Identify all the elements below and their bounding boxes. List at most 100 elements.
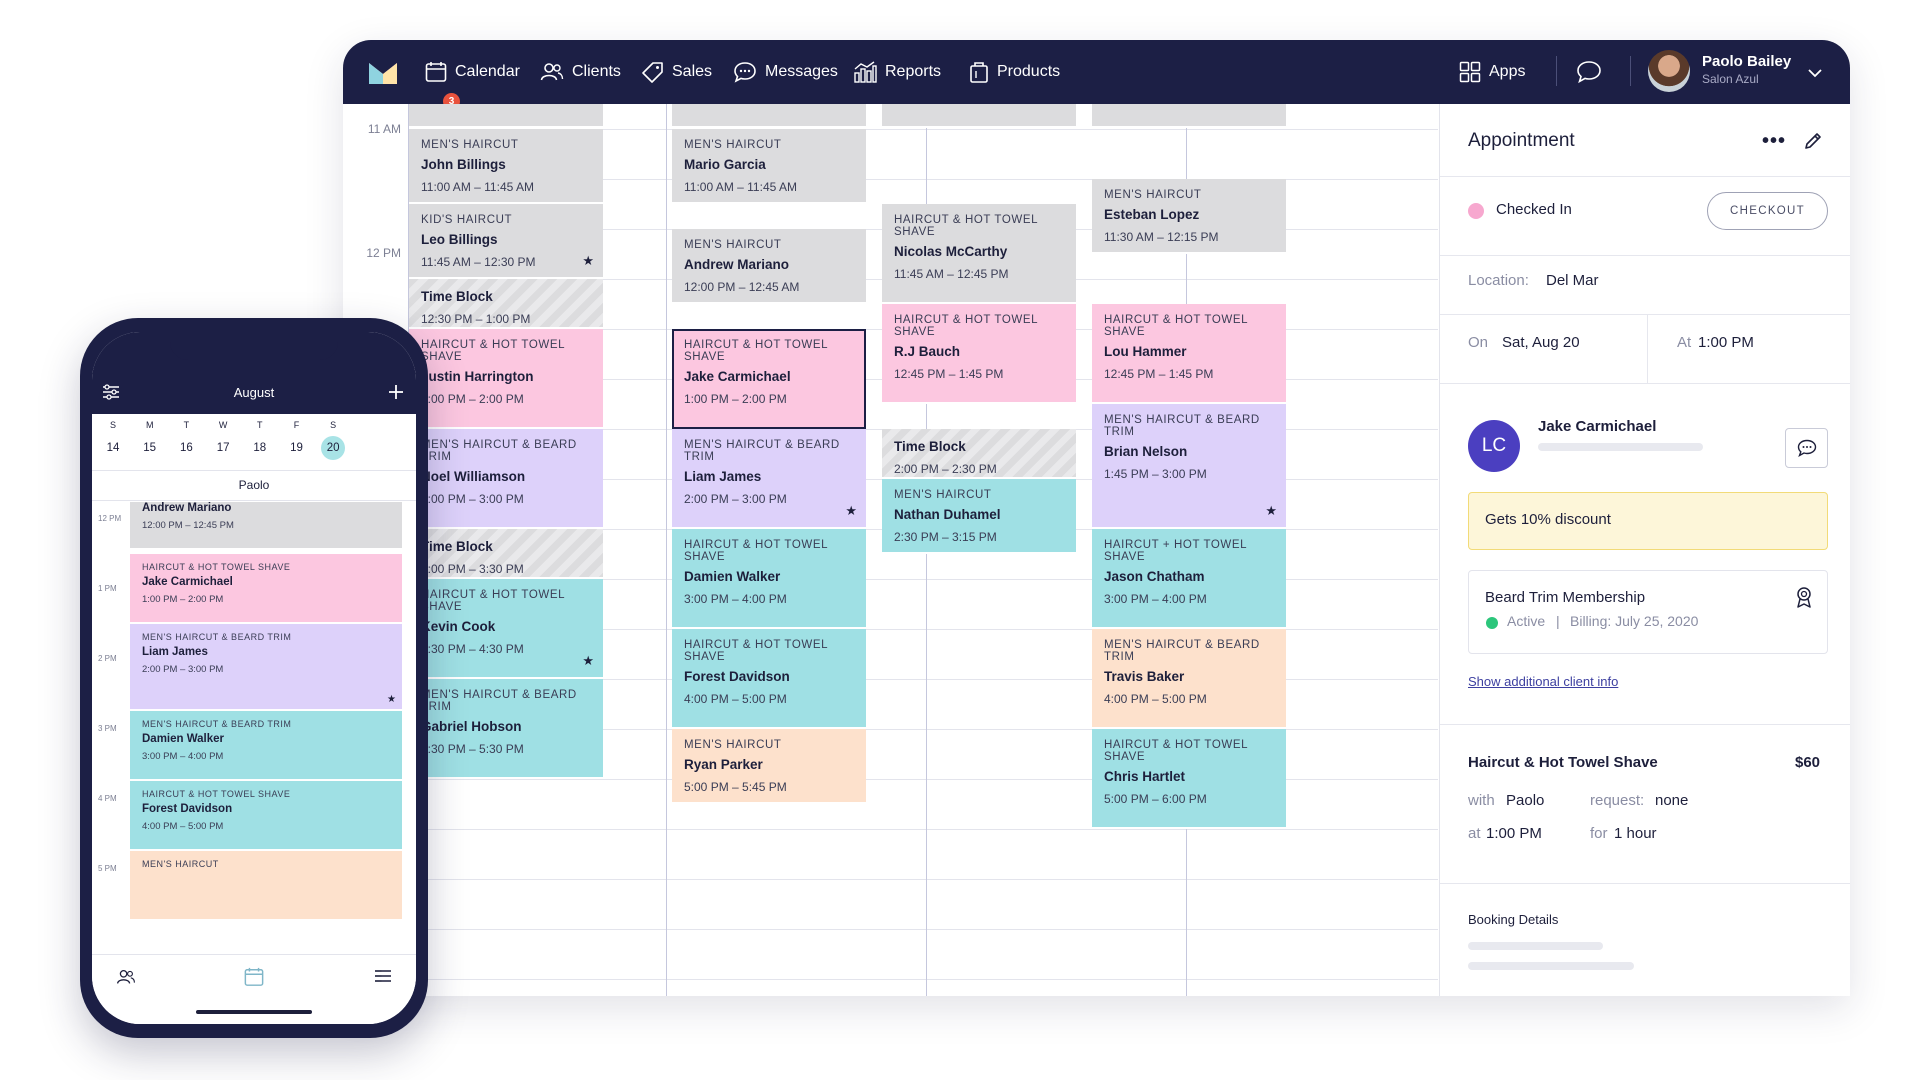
appointment-time: 12:45 PM – 1:45 PM [894,367,1004,381]
add-plus-icon[interactable] [388,384,404,400]
appointment-time: 12:00 PM – 12:45 PM [142,520,234,531]
appointment-time: 3:00 PM – 4:00 PM [684,592,787,606]
nav-calendar[interactable]: 3 Calendar [425,40,520,110]
nav-sales-label: Sales [672,63,713,80]
appointment-block[interactable]: Time Block 12:30 PM – 1:00 PM [409,279,603,329]
appointment-service: Men's Haircut & Beard Trim [142,719,292,729]
appointment-block[interactable]: Men's Haircut Esteban Lopez 11:30 AM – 12:… [1092,179,1286,254]
appointment-block[interactable]: Men's Haircut & Beard Trim Travis Baker 4:… [1092,629,1286,729]
appointment-block[interactable]: Haircut & Hot Towel Shave Jake Carmichael… [130,554,402,624]
appointment-service: Haircut & Hot Towel Shave [142,789,291,799]
clients-icon[interactable] [116,969,136,985]
appointment-block[interactable] [672,104,866,128]
appointment-block[interactable] [882,104,1076,128]
date-cell[interactable]: 19 [290,442,303,454]
appointment-block[interactable]: Haircut & Hot Towel Shave Lou Hammer 12:45… [1092,304,1286,404]
appointment-block[interactable]: Men's Haircut & Beard Trim Damien Walker 3… [130,711,402,781]
appointment-block[interactable]: Andrew Mariano 12:00 PM – 12:45 PM [130,502,402,550]
appointment-block[interactable]: Haircut & Hot Towel Shave Chris Hartlet 5:… [1092,729,1286,829]
appointment-block[interactable]: Time Block 2:00 PM – 2:30 PM [882,429,1076,479]
appointment-block[interactable]: Men's Haircut & Beard Trim Gabriel Hobson… [409,679,603,779]
appointment-block[interactable]: Haircut & Hot Towel Shave Damien Walker 3:… [672,529,866,629]
chevron-down-icon[interactable] [1808,69,1822,78]
appointment-block[interactable]: Men's Haircut & Beard Trim Liam James 2:00… [130,624,402,711]
user-salon: Salon Azul [1702,72,1759,86]
gridline [408,729,1438,730]
edit-pencil-icon[interactable] [1803,131,1823,151]
membership-card[interactable] [1468,570,1828,654]
brand-logo-icon[interactable] [367,60,399,86]
appointment-block[interactable]: Haircut & Hot Towel Shave Jake Carmichael… [672,329,866,429]
appointment-client: Justin Harrington [421,369,534,384]
appointment-client: Jake Carmichael [684,369,791,384]
gridline [408,929,1438,930]
more-options-icon[interactable]: ••• [1762,130,1787,152]
location-value[interactable]: Del Mar [1546,272,1599,289]
appointment-time: 5:00 PM – 6:00 PM [1104,792,1207,806]
appointment-time: 3:00 PM – 3:30 PM [421,562,524,576]
nav-divider [1556,56,1557,86]
user-avatar[interactable] [1648,50,1690,92]
date-cell[interactable]: 16 [179,442,193,454]
nav-apps[interactable]: Apps [1459,40,1525,104]
nav-sales[interactable]: Sales [642,40,712,104]
appointment-block[interactable] [409,104,603,128]
appointment-block[interactable]: Haircut + Hot Towel Shave Jason Chatham 3:… [1092,529,1286,629]
appointment-block[interactable]: Men's Haircut & Beard Trim Noel Williamso… [409,429,603,529]
appointment-block[interactable]: Men's Haircut [130,851,402,921]
appointment-block[interactable]: Men's Haircut Mario Garcia 11:00 AM – 11:4… [672,129,866,204]
appointment-block[interactable]: Time Block 3:00 PM – 3:30 PM [409,529,603,579]
appointment-time: 1:45 PM – 3:00 PM [1104,467,1207,481]
status-text: Checked In [1496,201,1572,218]
award-ribbon-icon [1797,587,1811,608]
appointment-client: Esteban Lopez [1104,207,1200,222]
appointment-block[interactable]: Haircut & Hot Towel Shave R.J Bauch 12:45 … [882,304,1076,404]
nav-reports[interactable]: Reports [853,40,941,104]
calendar-icon[interactable] [244,967,264,987]
filter-sliders-icon[interactable] [102,384,120,400]
user-menu[interactable]: Paolo Bailey Salon Azul [1702,53,1791,86]
appointment-block[interactable]: Haircut & Hot Towel Shave Forest Davidson… [672,629,866,729]
appointment-block[interactable]: Men's Haircut Ryan Parker 5:00 PM – 5:45 P… [672,729,866,804]
reports-icon [854,61,877,83]
date-value[interactable]: Sat, Aug 20 [1502,334,1580,351]
chat-bubble-icon [1797,439,1816,457]
date-cell[interactable]: 14 [106,442,120,454]
appointment-block[interactable]: Men's Haircut Nathan Duhamel 2:30 PM – 3:1… [882,479,1076,554]
date-cell[interactable]: 15 [143,442,157,454]
appointment-block[interactable]: Haircut & Hot Towel Shave Nicolas McCarth… [882,204,1076,304]
date-cell[interactable]: 18 [253,442,267,454]
appointment-block[interactable]: Men's Haircut John Billings 11:00 AM – 11:… [409,129,603,204]
appointment-block[interactable] [1092,104,1286,128]
nav-clients[interactable]: Clients [540,40,621,104]
client-avatar[interactable]: LC [1468,420,1520,472]
weekday-label: T [257,420,263,430]
nav-messages[interactable]: Messages [733,40,838,104]
checkout-button[interactable]: CHECKOUT [1707,192,1828,230]
menu-hamburger-icon[interactable] [374,969,392,983]
appointment-client: Chris Hartlet [1104,769,1186,784]
time-value[interactable]: 1:00 PM [1698,334,1754,351]
appointment-block[interactable]: Haircut & Hot Towel Shave Kevin Cook 3:30 … [409,579,603,679]
appointment-block[interactable]: Men's Haircut Andrew Mariano 12:00 PM – 12… [672,229,866,304]
appointment-block[interactable]: Men's Haircut & Beard Trim Brian Nelson 1:… [1092,404,1286,529]
staff-name[interactable]: Paolo [238,478,270,492]
appointment-block[interactable]: Kid's Haircut Leo Billings 11:45 AM – 12:3… [409,204,603,279]
nav-chat-button[interactable] [1576,40,1602,104]
divider [92,500,416,501]
message-client-button[interactable] [1785,428,1828,468]
tag-icon [642,62,663,83]
appointment-block[interactable]: Haircut & Hot Towel Shave Forest Davidson… [130,781,402,851]
appointment-block[interactable]: Men's Haircut & Beard Trim Liam James 2:00… [672,429,866,529]
appointment-client: John Billings [421,157,506,172]
client-name[interactable]: Jake Carmichael [1538,418,1657,435]
date-cell[interactable]: 20 [321,436,346,460]
nav-products[interactable]: Products [969,40,1060,104]
time-label: 11 AM [367,122,401,136]
discount-box [1468,492,1828,550]
month-title[interactable]: August [233,385,275,400]
date-cell[interactable]: 17 [216,442,230,454]
appointment-time: 2:30 PM – 3:15 PM [894,530,997,544]
show-additional-info-link[interactable]: Show additional client info [1468,674,1619,689]
appointment-block[interactable]: Haircut & Hot Towel Shave Justin Harringt… [409,329,603,429]
